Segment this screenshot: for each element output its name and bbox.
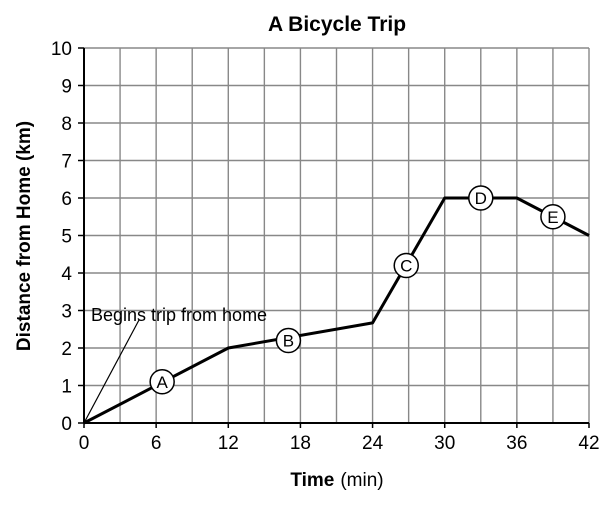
y-tick-label: 3 <box>61 302 72 323</box>
x-axis-label-bold: Time <box>290 470 334 491</box>
x-tick-label: 6 <box>151 433 162 454</box>
x-tick-label: 0 <box>79 433 90 454</box>
y-axis-label: Distance from Home (km) <box>14 121 35 351</box>
y-tick-label: 2 <box>61 339 72 360</box>
point-marker-label: E <box>547 208 558 227</box>
x-tick-label: 30 <box>434 433 455 454</box>
grid <box>83 47 590 424</box>
marker-layer: A B C D E <box>149 185 566 395</box>
point-marker-c <box>393 252 419 279</box>
y-tick-label: 7 <box>61 152 72 173</box>
x-axis-label: Time (min) <box>290 470 383 491</box>
y-tick-label: 10 <box>51 39 72 60</box>
x-tick-label: 12 <box>218 433 239 454</box>
annotation-leader-line <box>83 319 140 424</box>
y-tick-label: 0 <box>61 414 72 435</box>
y-tick-label: 4 <box>61 264 72 285</box>
point-marker-label: A <box>156 373 168 392</box>
y-tick-label: 5 <box>61 227 72 248</box>
y-tick-label: 9 <box>61 77 72 98</box>
point-marker-label: B <box>283 332 294 351</box>
x-tick-label: 36 <box>506 433 527 454</box>
x-tick-label: 24 <box>362 433 384 454</box>
point-marker-b <box>275 327 302 354</box>
point-marker-e <box>540 204 566 230</box>
y-tick-label: 1 <box>61 377 72 398</box>
x-tick-label: 42 <box>578 433 599 454</box>
annotation-layer: Begins trip from home <box>83 305 267 424</box>
point-marker-label: D <box>475 189 487 208</box>
y-tick-label: 8 <box>61 114 72 135</box>
point-marker-label: C <box>400 257 412 276</box>
x-axis-label-unit: (min) <box>340 470 383 491</box>
point-marker-a <box>149 369 175 395</box>
x-tick-label: 18 <box>290 433 311 454</box>
y-tick-label: 6 <box>61 189 72 210</box>
annotation-label: Begins trip from home <box>91 305 267 325</box>
chart-title: A Bicycle Trip <box>268 13 406 36</box>
point-marker-d <box>468 185 494 211</box>
